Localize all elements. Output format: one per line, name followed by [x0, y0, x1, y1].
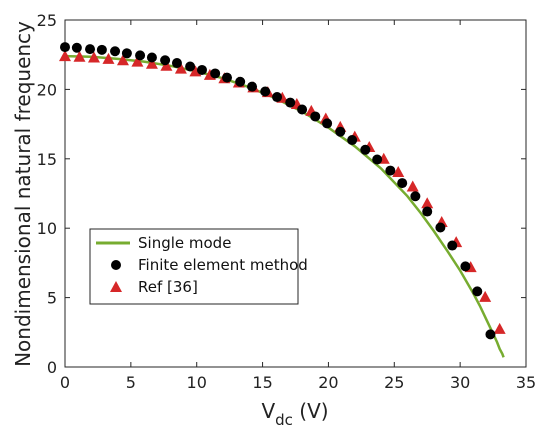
fem-circle-point — [335, 126, 346, 137]
x-axis-label-main: V — [261, 399, 275, 423]
fem-circle-point — [410, 191, 421, 202]
fem-circle-point — [185, 61, 196, 72]
legend-circle-icon — [111, 260, 121, 270]
fem-circle-point — [85, 44, 96, 55]
y-tick-label: 5 — [47, 289, 57, 308]
plot-area — [64, 19, 527, 368]
ref-triangle-point — [131, 55, 144, 67]
legend-item-fem: Finite element method — [111, 256, 308, 274]
fem-circle-point — [485, 329, 496, 340]
x-tick-label: 25 — [384, 373, 404, 392]
x-tick-label: 15 — [252, 373, 272, 392]
legend: Single mode Finite element method Ref [3… — [89, 228, 308, 305]
ref-triangle-point — [59, 50, 71, 62]
fem-circle-point — [322, 118, 333, 129]
ref-triangle-point — [479, 290, 492, 302]
fem-circle-point — [196, 64, 207, 75]
ref-triangle-point — [116, 54, 129, 66]
fem-circle-point — [71, 42, 82, 53]
ref-triangle-point — [87, 51, 100, 63]
x-tick-label: 30 — [450, 373, 470, 392]
fem-circle-point — [447, 240, 458, 251]
fem-circle-point — [135, 50, 146, 61]
y-tick-label: 0 — [47, 358, 57, 377]
x-axis-label-unit: (V) — [293, 399, 329, 423]
ref-triangle-point — [174, 62, 187, 74]
x-tick-label: 35 — [516, 373, 536, 392]
fem-circle-point — [235, 76, 246, 87]
legend-triangle-icon — [110, 281, 122, 292]
series-layer — [59, 42, 506, 358]
ref-triangle-point — [421, 197, 434, 209]
fem-circle-point — [171, 58, 182, 69]
fem-circle-point — [260, 86, 271, 97]
ref-triangle-point — [73, 50, 86, 62]
fem-circle-point — [472, 286, 483, 297]
y-tick-label: 10 — [37, 219, 57, 238]
x-tick-label: 0 — [60, 373, 70, 392]
y-tick-label: 25 — [37, 11, 57, 30]
legend-label-ref: Ref [36] — [138, 278, 198, 296]
y-tick-label: 15 — [37, 150, 57, 169]
fem-circle-point — [60, 42, 70, 53]
x-axis-label-sub: dc — [275, 411, 293, 429]
y-tick-label: 20 — [37, 80, 57, 99]
fem-circle-point — [110, 46, 121, 57]
x-tick-label: 20 — [318, 373, 338, 392]
ref-triangle-point — [392, 165, 405, 177]
fem-circle-point — [360, 144, 371, 155]
fem-circle-point — [385, 165, 396, 176]
y-axis-label: Nondimensional natural frequency — [11, 21, 35, 367]
legend-label-fem: Finite element method — [138, 256, 308, 274]
fem-circle-point — [121, 48, 132, 59]
fem-circle-point — [347, 135, 358, 146]
x-tick-label: 10 — [187, 373, 207, 392]
fem-circle-point — [210, 68, 221, 79]
fem-circle-point — [146, 52, 157, 63]
axis-ticks: 0 5 10 15 20 25 30 35 0 5 10 15 20 25 — [37, 11, 537, 392]
ref-triangle-point — [145, 57, 158, 69]
ref-triangle-point — [160, 59, 173, 71]
ref-triangle-point — [406, 180, 419, 192]
fem-circle-point — [435, 222, 446, 233]
fem-circle-point — [372, 154, 383, 165]
ref-triangle-point — [493, 322, 506, 334]
fem-circle-point — [460, 261, 471, 272]
fem-circle-point — [272, 92, 283, 103]
fem-circle-point — [397, 178, 408, 189]
legend-item-single-mode: Single mode — [96, 234, 231, 252]
fem-circle-point — [247, 81, 258, 92]
fem-circle-point — [96, 44, 107, 55]
ref-triangle-point — [189, 65, 202, 77]
x-axis-label: Vdc (V) — [261, 399, 328, 429]
fem-circle-point — [222, 72, 233, 83]
ref-triangle-point — [102, 52, 115, 64]
fem-circle-point — [422, 206, 433, 217]
legend-item-ref: Ref [36] — [110, 278, 198, 296]
fem-circle-point — [160, 55, 171, 66]
legend-label-single-mode: Single mode — [138, 234, 231, 252]
fem-circle-point — [285, 97, 296, 108]
fem-circle-point — [297, 104, 308, 115]
x-tick-label: 5 — [126, 373, 136, 392]
fem-circle-point — [310, 111, 321, 122]
